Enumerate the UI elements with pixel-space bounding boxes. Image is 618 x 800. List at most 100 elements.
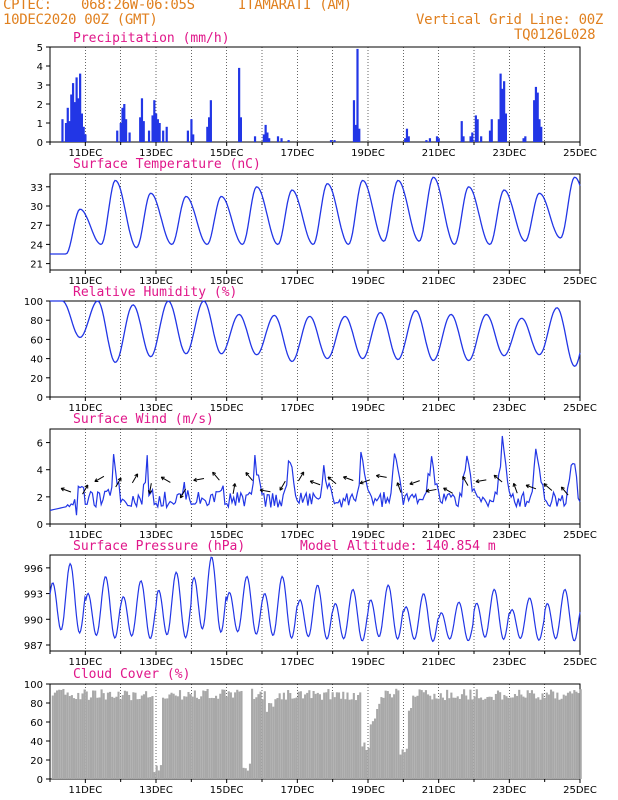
wind-arrow-head bbox=[212, 471, 217, 476]
wind-arrow bbox=[462, 476, 469, 486]
cloud-bar bbox=[140, 695, 143, 779]
wind-arrow-head bbox=[359, 480, 364, 485]
x-tick-label: 25DEC bbox=[563, 148, 597, 159]
cloud-bar bbox=[291, 698, 294, 779]
precip-bar bbox=[480, 136, 483, 142]
y-tick-label: 1 bbox=[37, 119, 43, 130]
y-tick-label: 80 bbox=[30, 316, 43, 327]
precip-bar bbox=[66, 107, 69, 142]
wind-arrow-head bbox=[245, 472, 250, 477]
x-tick-label: 13DEC bbox=[139, 785, 173, 796]
cloud-bar bbox=[104, 699, 107, 779]
cloud-bar bbox=[535, 698, 538, 779]
cloud-bar bbox=[473, 696, 476, 779]
x-tick-label: 11DEC bbox=[68, 785, 102, 796]
cloud-bar bbox=[422, 692, 425, 779]
cloud-bar bbox=[136, 699, 139, 779]
y-tick-label: 20 bbox=[30, 374, 43, 385]
x-tick-label: 17DEC bbox=[280, 148, 314, 159]
cloud-bar bbox=[210, 697, 213, 779]
cloud-bar bbox=[401, 749, 404, 779]
precip-bar bbox=[190, 119, 193, 142]
cloud-bar bbox=[259, 691, 262, 779]
wind-arrow-head bbox=[147, 490, 153, 494]
cloud-bar bbox=[244, 768, 247, 779]
precip-bar bbox=[238, 67, 241, 142]
precip-bar bbox=[192, 134, 195, 142]
cloud-bar bbox=[460, 694, 464, 779]
cloud-bar bbox=[547, 694, 550, 779]
pressure-line bbox=[49, 556, 581, 643]
cloud-bar bbox=[85, 691, 88, 779]
wind-arrow bbox=[493, 474, 503, 483]
cloud-bar bbox=[310, 698, 313, 779]
x-tick-label: 13DEC bbox=[139, 657, 173, 668]
precip-bar bbox=[437, 138, 440, 142]
cloud-bar bbox=[569, 691, 572, 779]
cloud-bar bbox=[60, 689, 63, 779]
x-tick-label: 21DEC bbox=[422, 530, 456, 541]
wind-arrow bbox=[131, 473, 139, 484]
x-tick-label: 17DEC bbox=[280, 657, 314, 668]
cloud-bar bbox=[558, 699, 561, 779]
panel-subtitle: Model Altitude: 140.854 m bbox=[300, 539, 496, 554]
precip-bar bbox=[75, 77, 78, 142]
x-tick-label: 15DEC bbox=[210, 785, 244, 796]
x-tick-label: 15DEC bbox=[210, 530, 244, 541]
precip-bar bbox=[329, 140, 333, 142]
cloud-bar bbox=[467, 699, 470, 779]
x-tick-label: 13DEC bbox=[139, 148, 173, 159]
cloud-bar bbox=[376, 708, 379, 779]
cloud-bar bbox=[284, 699, 288, 779]
x-tick-label: 23DEC bbox=[492, 276, 526, 287]
x-tick-label: 15DEC bbox=[210, 148, 244, 159]
x-tick-label: 11DEC bbox=[68, 657, 102, 668]
precip-bar bbox=[497, 119, 500, 142]
cloud-bar bbox=[433, 693, 436, 779]
cloud-bar bbox=[306, 692, 309, 779]
wind-arrow-head bbox=[60, 487, 65, 492]
wind-arrow-head bbox=[475, 479, 480, 484]
precip-bar bbox=[352, 100, 356, 142]
cloud-bar bbox=[66, 692, 69, 779]
cloud-bar bbox=[321, 699, 324, 779]
cloud-bar bbox=[340, 698, 343, 779]
cloud-bar bbox=[83, 689, 86, 779]
precip-bar bbox=[64, 123, 68, 142]
wind-arrow-head bbox=[160, 476, 165, 481]
cloud-bar bbox=[390, 697, 394, 779]
y-tick-label: 2 bbox=[37, 493, 43, 504]
wind-arrow-head bbox=[343, 475, 347, 480]
header-date: 10DEC2020 00Z (GMT) bbox=[3, 12, 158, 28]
cloud-bar bbox=[314, 693, 317, 779]
header-station: ITAMARATI (AM) bbox=[238, 0, 352, 13]
cloud-bar bbox=[153, 772, 156, 779]
cloud-bar bbox=[458, 698, 461, 779]
precip-bar bbox=[490, 119, 493, 142]
precip-bar bbox=[471, 132, 474, 142]
precip-bar bbox=[460, 121, 463, 142]
cloud-bar bbox=[251, 688, 254, 779]
precip-bar bbox=[268, 138, 271, 142]
x-tick-label: 13DEC bbox=[139, 403, 173, 414]
cloud-bar bbox=[287, 690, 290, 779]
wind-arrow-head bbox=[84, 484, 89, 489]
precip-bar bbox=[474, 115, 477, 142]
cloud-bar bbox=[537, 697, 540, 779]
cloud-bar bbox=[342, 691, 345, 779]
cloud-bar bbox=[119, 699, 122, 779]
precip-bar bbox=[116, 130, 119, 142]
wind-arrow-head bbox=[259, 488, 264, 493]
precip-bar bbox=[538, 119, 541, 142]
precip-bar bbox=[121, 107, 124, 142]
cloud-bar bbox=[77, 692, 80, 779]
wind-arrow bbox=[310, 480, 321, 486]
wind-arrow-head bbox=[279, 486, 284, 491]
wind-arrow-head bbox=[117, 477, 122, 482]
panel-title: Surface Temperature (nC) bbox=[73, 157, 261, 172]
cloud-bar bbox=[378, 703, 381, 779]
y-tick-label: 40 bbox=[30, 355, 43, 366]
wind-arrow bbox=[179, 488, 187, 499]
cloud-bar bbox=[181, 699, 184, 779]
cloud-bar bbox=[282, 692, 285, 779]
